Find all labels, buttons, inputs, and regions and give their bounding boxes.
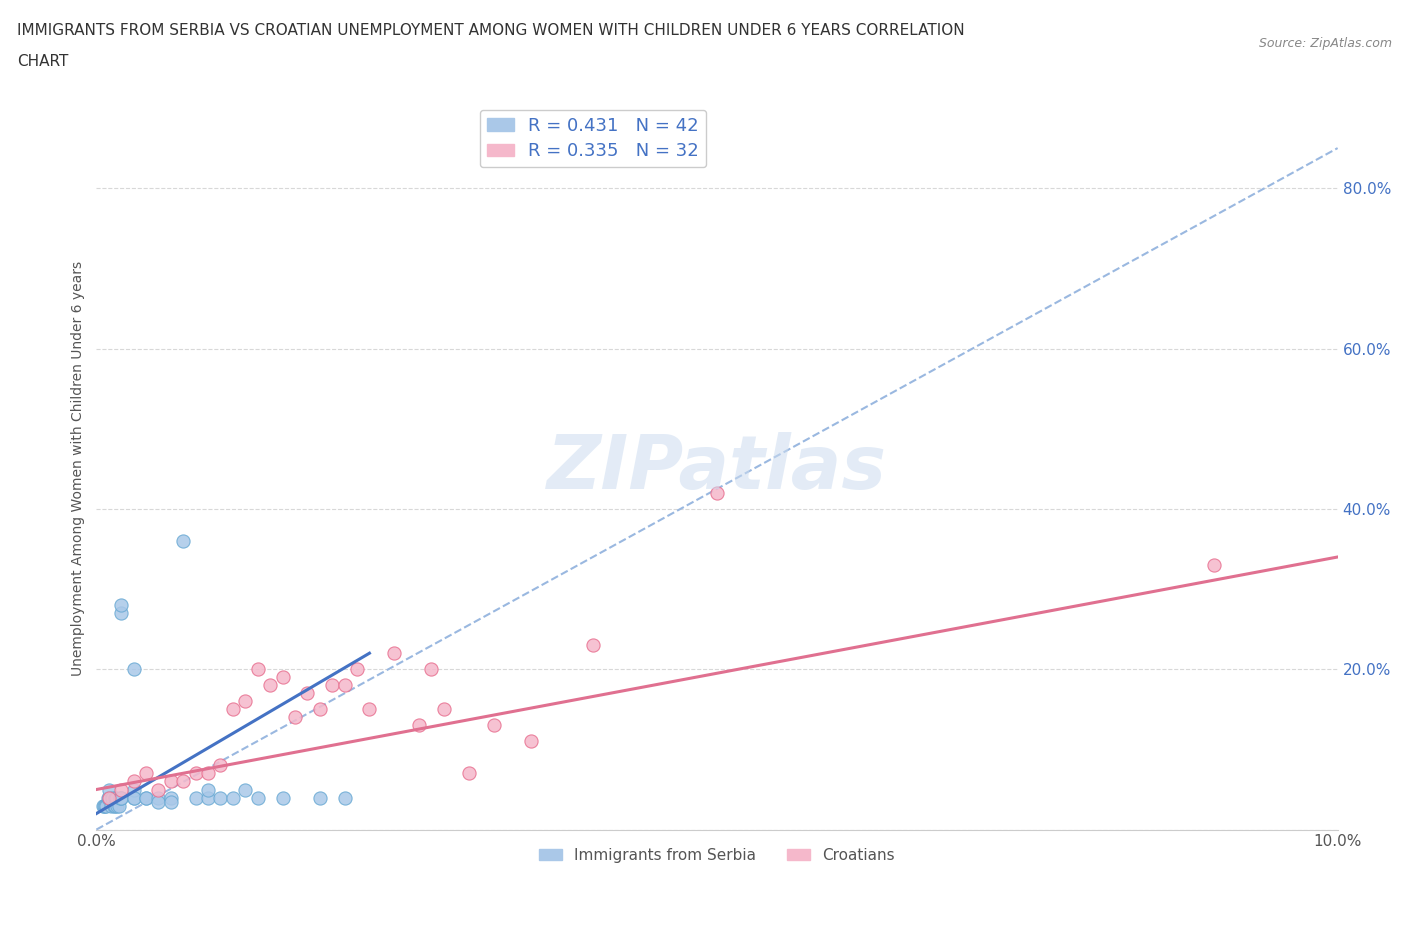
Point xyxy=(122,790,145,805)
Point xyxy=(107,798,129,813)
Point xyxy=(110,790,132,805)
Point xyxy=(100,798,122,813)
Point xyxy=(104,798,127,813)
Point xyxy=(104,790,127,805)
Point xyxy=(135,790,157,805)
Point xyxy=(346,662,368,677)
Text: Source: ZipAtlas.com: Source: ZipAtlas.com xyxy=(1258,37,1392,50)
Point xyxy=(308,702,330,717)
Point xyxy=(96,798,118,813)
Point xyxy=(110,782,132,797)
Point xyxy=(97,790,120,805)
Point xyxy=(101,790,124,805)
Point xyxy=(97,790,120,805)
Point xyxy=(246,790,269,805)
Point xyxy=(110,605,132,620)
Point xyxy=(321,678,343,693)
Point xyxy=(159,794,181,809)
Point xyxy=(197,790,219,805)
Legend: Immigrants from Serbia, Croatians: Immigrants from Serbia, Croatians xyxy=(533,842,901,869)
Point xyxy=(482,718,505,733)
Point xyxy=(197,766,219,781)
Point xyxy=(122,662,145,677)
Point xyxy=(222,790,245,805)
Point xyxy=(209,790,232,805)
Point xyxy=(159,774,181,789)
Point xyxy=(420,662,443,677)
Point xyxy=(197,782,219,797)
Point xyxy=(297,685,319,700)
Point xyxy=(93,798,115,813)
Point xyxy=(148,790,170,805)
Point xyxy=(382,645,405,660)
Point xyxy=(308,790,330,805)
Point xyxy=(148,794,170,809)
Point xyxy=(148,782,170,797)
Point xyxy=(122,790,145,805)
Point xyxy=(110,598,132,613)
Point xyxy=(457,766,479,781)
Point xyxy=(135,790,157,805)
Y-axis label: Unemployment Among Women with Children Under 6 years: Unemployment Among Women with Children U… xyxy=(72,261,86,676)
Point xyxy=(172,774,194,789)
Point xyxy=(582,638,605,653)
Point xyxy=(284,710,307,724)
Point xyxy=(233,694,256,709)
Point xyxy=(246,662,269,677)
Point xyxy=(103,798,125,813)
Text: IMMIGRANTS FROM SERBIA VS CROATIAN UNEMPLOYMENT AMONG WOMEN WITH CHILDREN UNDER : IMMIGRANTS FROM SERBIA VS CROATIAN UNEMP… xyxy=(17,23,965,38)
Point xyxy=(96,790,118,805)
Point xyxy=(408,718,430,733)
Point xyxy=(135,766,157,781)
Point xyxy=(108,790,131,805)
Point xyxy=(107,798,129,813)
Point xyxy=(97,790,120,805)
Point xyxy=(520,734,543,749)
Point xyxy=(359,702,381,717)
Point xyxy=(172,534,194,549)
Point xyxy=(271,670,294,684)
Point xyxy=(159,790,181,805)
Point xyxy=(184,790,207,805)
Point xyxy=(184,766,207,781)
Point xyxy=(222,702,245,717)
Text: ZIPatlas: ZIPatlas xyxy=(547,432,887,505)
Point xyxy=(271,790,294,805)
Point xyxy=(105,790,128,805)
Point xyxy=(91,798,114,813)
Point xyxy=(1202,558,1225,573)
Text: CHART: CHART xyxy=(17,54,69,69)
Point xyxy=(706,485,728,500)
Point xyxy=(94,798,117,813)
Point xyxy=(433,702,456,717)
Point xyxy=(122,782,145,797)
Point xyxy=(110,790,132,805)
Point xyxy=(97,782,120,797)
Point xyxy=(209,758,232,773)
Point xyxy=(233,782,256,797)
Point xyxy=(333,678,356,693)
Point xyxy=(333,790,356,805)
Point xyxy=(259,678,281,693)
Point xyxy=(122,774,145,789)
